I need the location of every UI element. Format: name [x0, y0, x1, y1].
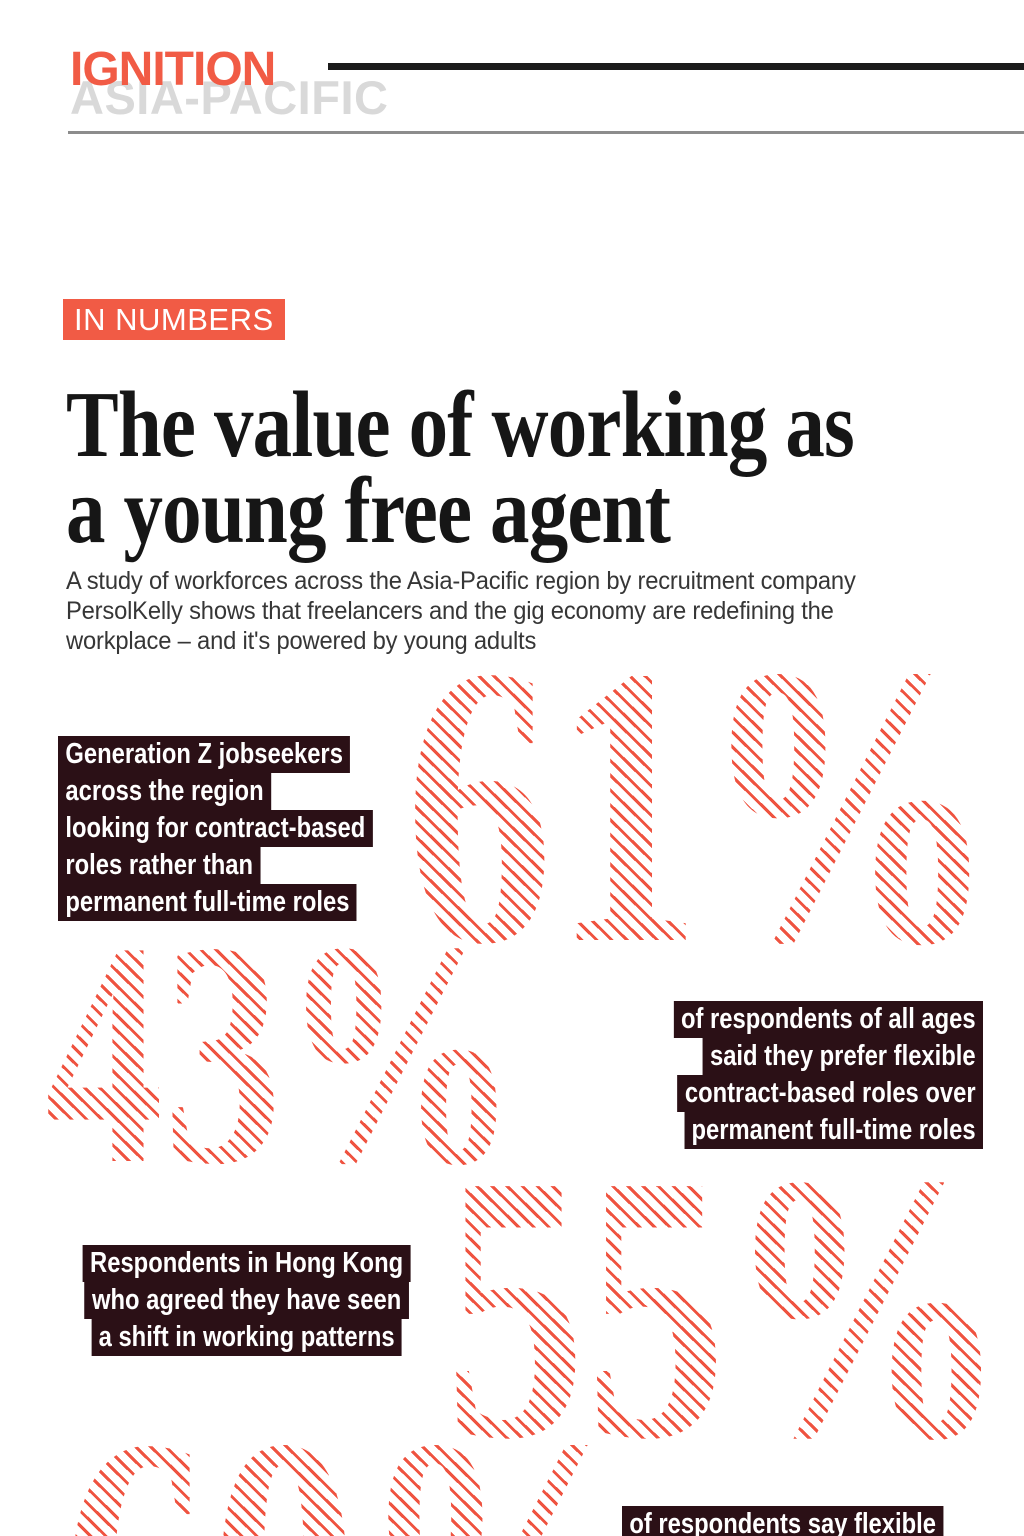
standfirst: A study of workforces across the Asia-Pa… [66, 566, 856, 656]
masthead-rule [328, 63, 1024, 70]
label-row: permanent full-time roles [58, 884, 484, 921]
standfirst-line-2: PersolKelly shows that freelancers and t… [66, 597, 834, 625]
headline: The value of working as a young free agen… [66, 378, 855, 558]
stat-value-60: 60% [62, 1377, 654, 1536]
label-row: said they prefer flexible [589, 1038, 983, 1075]
standfirst-line-1: A study of workforces across the Asia-Pa… [66, 567, 856, 595]
stat-label-all-ages: of respondents of all ages said they pre… [589, 1001, 983, 1149]
label-line: permanent full-time roles [58, 884, 357, 921]
headline-line-1: The value of working as [66, 373, 855, 477]
stat-label-hong-kong: Respondents in Hong Kong who agreed they… [58, 1245, 435, 1356]
masthead-brand: IGNITION [70, 43, 276, 96]
label-line: looking for contract-based [58, 810, 373, 847]
label-line: permanent full-time roles [684, 1112, 983, 1149]
label-line: of respondents of all ages [673, 1001, 983, 1038]
label-row: permanent full-time roles [589, 1112, 983, 1149]
label-row: roles rather than [58, 847, 484, 884]
stat-label-flexible: of respondents say flexible [622, 1506, 1016, 1536]
header-divider [68, 131, 1024, 134]
label-row: across the region [58, 773, 484, 810]
label-line: of respondents say flexible [622, 1506, 944, 1536]
stat-value-55: 55% [445, 1097, 1008, 1518]
label-row: a shift in working patterns [58, 1319, 435, 1356]
label-line: said they prefer flexible [702, 1038, 983, 1075]
standfirst-line-3: workplace – and it's powered by young ad… [66, 627, 537, 655]
label-row: looking for contract-based [58, 810, 484, 847]
label-row: contract-based roles over [589, 1075, 983, 1112]
label-line: Respondents in Hong Kong [82, 1245, 411, 1282]
masthead-region: ASIA-PACIFIC [70, 71, 389, 124]
label-line: who agreed they have seen [84, 1282, 409, 1319]
kicker-badge: IN NUMBERS [63, 299, 285, 340]
label-row: who agreed they have seen [58, 1282, 435, 1319]
label-row: Respondents in Hong Kong [58, 1245, 435, 1282]
label-row: of respondents say flexible [622, 1506, 1016, 1536]
stat-value-61: 61% [405, 584, 997, 1027]
stat-label-genz: Generation Z jobseekers across the regio… [58, 736, 484, 921]
stat-value-43: 43% [45, 877, 519, 1231]
label-line: contract-based roles over [677, 1075, 983, 1112]
label-row: Generation Z jobseekers [58, 736, 484, 773]
headline-line-2: a young free agent [66, 459, 671, 563]
label-row: of respondents of all ages [589, 1001, 983, 1038]
label-line: across the region [58, 773, 271, 810]
label-line: Generation Z jobseekers [58, 736, 351, 773]
label-line: roles rather than [58, 847, 261, 884]
label-line: a shift in working patterns [91, 1319, 402, 1356]
